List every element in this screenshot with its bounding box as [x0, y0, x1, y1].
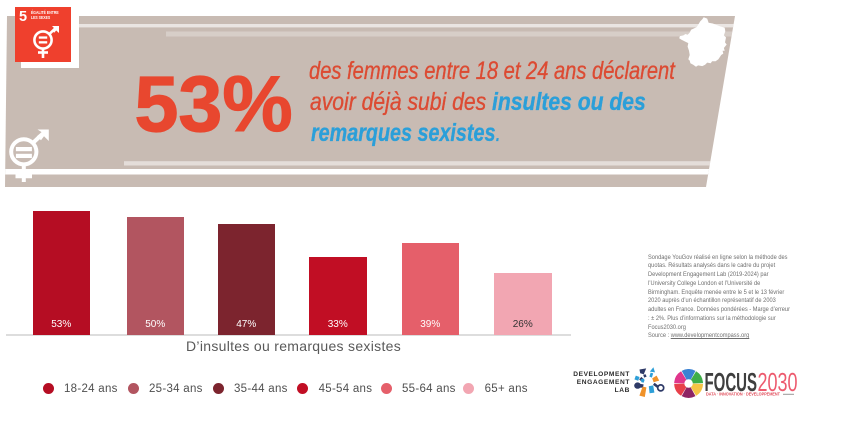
svg-text:FOCUS: FOCUS	[705, 367, 758, 397]
svg-text:DATA · INNOVATION · DÉVELOPPEM: DATA · INNOVATION · DÉVELOPPEMENT	[706, 392, 780, 397]
svg-text:2030: 2030	[758, 367, 798, 397]
